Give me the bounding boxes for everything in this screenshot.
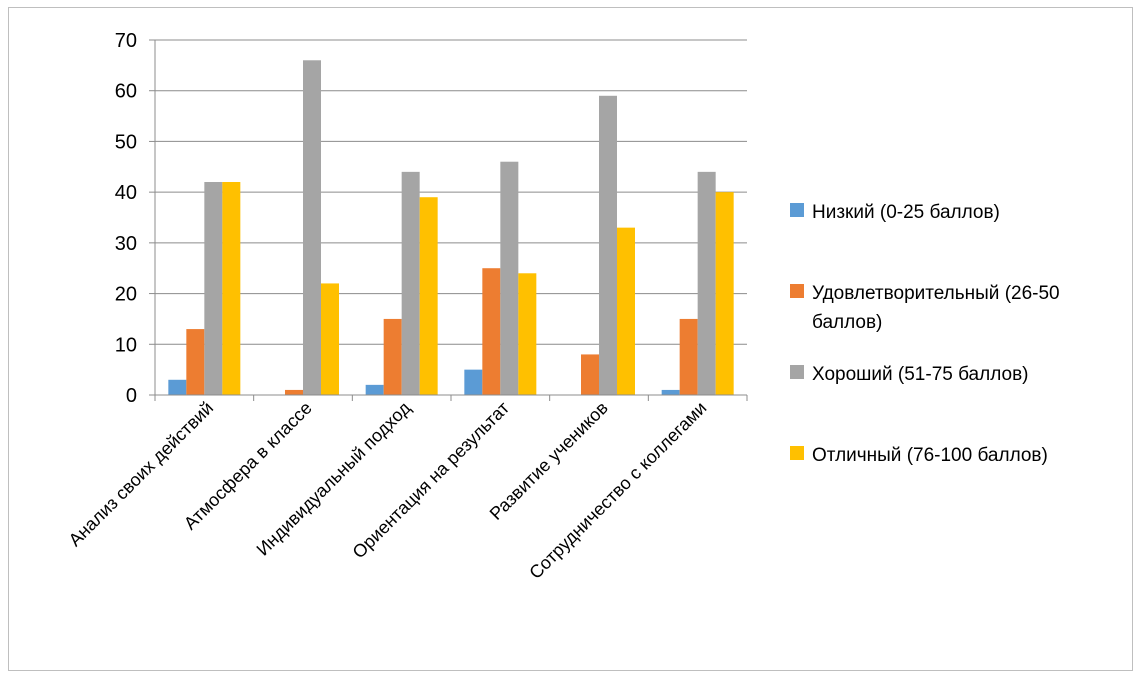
- bar: [285, 389, 303, 395]
- axes: [149, 39, 748, 401]
- x-tick-label: Сотрудничество с коллегами: [525, 398, 710, 583]
- bar: [401, 171, 420, 395]
- y-tick-labels: 0 10 20 30 40 50 60 70: [115, 30, 137, 407]
- bar: [365, 384, 384, 395]
- y-tick-label: 50: [115, 131, 137, 153]
- legend-swatch: [790, 203, 804, 217]
- y-tick-label: 0: [126, 385, 137, 407]
- bar: [168, 379, 187, 395]
- y-tick-label: 10: [115, 334, 137, 356]
- y-tick-label: 30: [115, 233, 137, 255]
- bar: [383, 318, 402, 395]
- y-tick-label: 20: [115, 284, 137, 306]
- legend-item: Удовлетворительный (26-50 баллов): [790, 283, 1060, 333]
- y-tick-label: 70: [115, 30, 137, 52]
- bar: [321, 283, 339, 395]
- bar: [599, 95, 617, 396]
- bar: [715, 192, 734, 395]
- legend-item: Отличный (76-100 баллов): [790, 445, 1048, 466]
- bar: [482, 268, 501, 395]
- bar: [186, 329, 205, 395]
- gridlines: [155, 39, 747, 345]
- y-tick-label: 40: [115, 182, 137, 204]
- legend-swatch: [790, 284, 804, 298]
- legend-swatch: [790, 446, 804, 460]
- legend-label: Низкий (0-25 баллов): [812, 202, 1000, 223]
- bar: [697, 171, 716, 395]
- y-tick-label: 60: [115, 81, 137, 103]
- bar: [464, 369, 483, 395]
- bar: [518, 273, 537, 395]
- bar: [679, 318, 698, 395]
- bars: [168, 60, 734, 396]
- bar: [617, 227, 635, 395]
- legend-item: Низкий (0-25 баллов): [790, 202, 1000, 223]
- bar: [303, 60, 321, 396]
- bar: [419, 197, 438, 395]
- x-tick-label: Ориентация на результат: [349, 398, 514, 563]
- legend-label: Отличный (76-100 баллов): [812, 445, 1048, 466]
- legend-label: баллов): [812, 312, 882, 333]
- legend: Низкий (0-25 баллов) Удовлетворительный (…: [790, 202, 1060, 466]
- legend-label: Хороший (51-75 баллов): [812, 364, 1029, 385]
- bar: [500, 161, 519, 395]
- legend-item: Хороший (51-75 баллов): [790, 364, 1029, 385]
- bar: [581, 354, 599, 395]
- bar: [204, 182, 223, 395]
- bar: [222, 182, 241, 395]
- legend-label: Удовлетворительный (26-50: [812, 283, 1060, 304]
- bar: [661, 389, 680, 395]
- legend-swatch: [790, 365, 804, 379]
